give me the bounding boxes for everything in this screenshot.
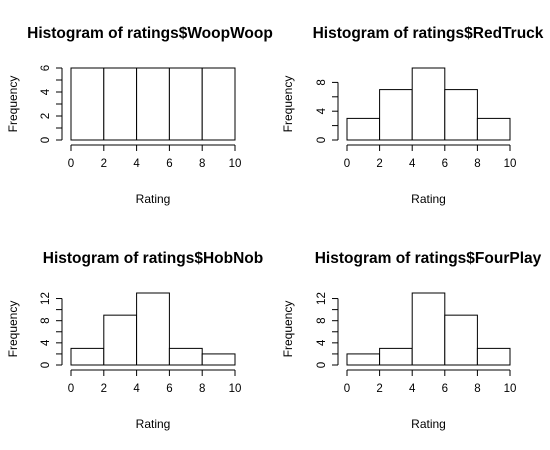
x-tick-label: 10 xyxy=(229,383,242,395)
y-axis-label: Frequency xyxy=(6,76,20,133)
y-tick-label: 4 xyxy=(316,339,328,346)
y-tick-label: 4 xyxy=(40,339,52,346)
histogram-bar xyxy=(103,67,138,141)
y-tick-label: 6 xyxy=(40,65,52,71)
x-tick-label: 4 xyxy=(409,383,416,395)
histogram-panel-2: Histogram of ratings$RedTruck 0 2 4 6 8 10 0 4 8 R… xyxy=(281,25,544,206)
x-tick-label: 6 xyxy=(166,383,172,395)
histogram-bar xyxy=(346,117,381,141)
histogram-bar xyxy=(444,314,478,366)
x-tick-label: 8 xyxy=(199,158,205,170)
x-tick-label: 10 xyxy=(504,383,517,395)
x-tick-label: 4 xyxy=(133,383,140,395)
histogram-bar xyxy=(346,353,381,366)
x-tick-label: 8 xyxy=(474,158,480,170)
y-tick-label: 4 xyxy=(40,88,52,95)
chart-title: Histogram of ratings$WoopWoop xyxy=(27,25,273,42)
histogram-bar xyxy=(103,314,138,366)
y-axis-label: Frequency xyxy=(281,301,295,358)
x-tick-label: 8 xyxy=(474,383,480,395)
y-axis-label: Frequency xyxy=(6,301,20,358)
x-tick-label: 10 xyxy=(504,158,517,170)
y-tick-label: 0 xyxy=(40,362,52,368)
y-tick-label: 12 xyxy=(40,292,52,305)
y-axis-label: Frequency xyxy=(281,76,295,133)
histogram-bar xyxy=(70,347,105,366)
histogram-panel-1: Histogram of ratings$WoopWoop 0 2 4 6 8 10 0 2 4 6… xyxy=(6,25,273,206)
histogram-bar xyxy=(476,347,511,366)
x-tick-label: 0 xyxy=(68,158,74,170)
histogram-bar xyxy=(476,117,511,141)
histogram-bar xyxy=(168,67,203,141)
histogram-bar xyxy=(201,353,236,366)
x-tick-label: 4 xyxy=(133,158,140,170)
y-tick-label: 12 xyxy=(316,292,328,305)
x-tick-label: 0 xyxy=(344,158,350,170)
y-tick-label: 0 xyxy=(316,362,328,368)
x-axis-label: Rating xyxy=(136,417,171,431)
histogram-bar xyxy=(411,67,446,141)
histogram-bar xyxy=(379,89,413,141)
x-tick-label: 8 xyxy=(199,383,205,395)
histogram-bar xyxy=(70,67,105,141)
x-axis-label: Rating xyxy=(411,417,446,431)
y-tick-label: 0 xyxy=(40,137,52,143)
x-tick-label: 0 xyxy=(68,383,74,395)
x-tick-label: 10 xyxy=(229,158,242,170)
y-tick-label: 8 xyxy=(40,317,52,323)
y-tick-label: 0 xyxy=(316,137,328,143)
x-tick-label: 2 xyxy=(376,158,382,170)
y-tick-label: 8 xyxy=(316,317,328,323)
y-tick-label: 8 xyxy=(316,79,328,85)
histogram-panel-4: Histogram of ratings$FourPlay 0 2 4 6 8 10 0 4 8 1… xyxy=(281,250,541,431)
x-axis-label: Rating xyxy=(136,192,171,206)
histogram-bar xyxy=(379,347,413,366)
chart-title: Histogram of ratings$RedTruck xyxy=(313,25,544,42)
x-tick-label: 6 xyxy=(166,158,172,170)
histogram-bar xyxy=(444,89,478,141)
x-tick-label: 0 xyxy=(344,383,350,395)
y-tick-label: 2 xyxy=(40,113,52,119)
chart-title: Histogram of ratings$FourPlay xyxy=(315,250,542,267)
x-tick-label: 6 xyxy=(442,383,448,395)
histogram-bar xyxy=(168,347,203,366)
histogram-panel-3: Histogram of ratings$HobNob 0 2 4 6 8 10 0 4 8 12 R… xyxy=(6,250,263,431)
x-tick-label: 2 xyxy=(101,383,107,395)
x-tick-label: 6 xyxy=(442,158,448,170)
histogram-bar xyxy=(136,292,170,366)
chart-title: Histogram of ratings$HobNob xyxy=(43,250,263,267)
x-axis-label: Rating xyxy=(411,192,446,206)
x-tick-label: 2 xyxy=(101,158,107,170)
histogram-bar xyxy=(201,67,236,141)
x-tick-label: 2 xyxy=(376,383,382,395)
x-tick-label: 4 xyxy=(409,158,416,170)
histogram-bar xyxy=(136,67,170,141)
histogram-bar xyxy=(411,292,446,366)
y-tick-label: 4 xyxy=(316,107,328,114)
